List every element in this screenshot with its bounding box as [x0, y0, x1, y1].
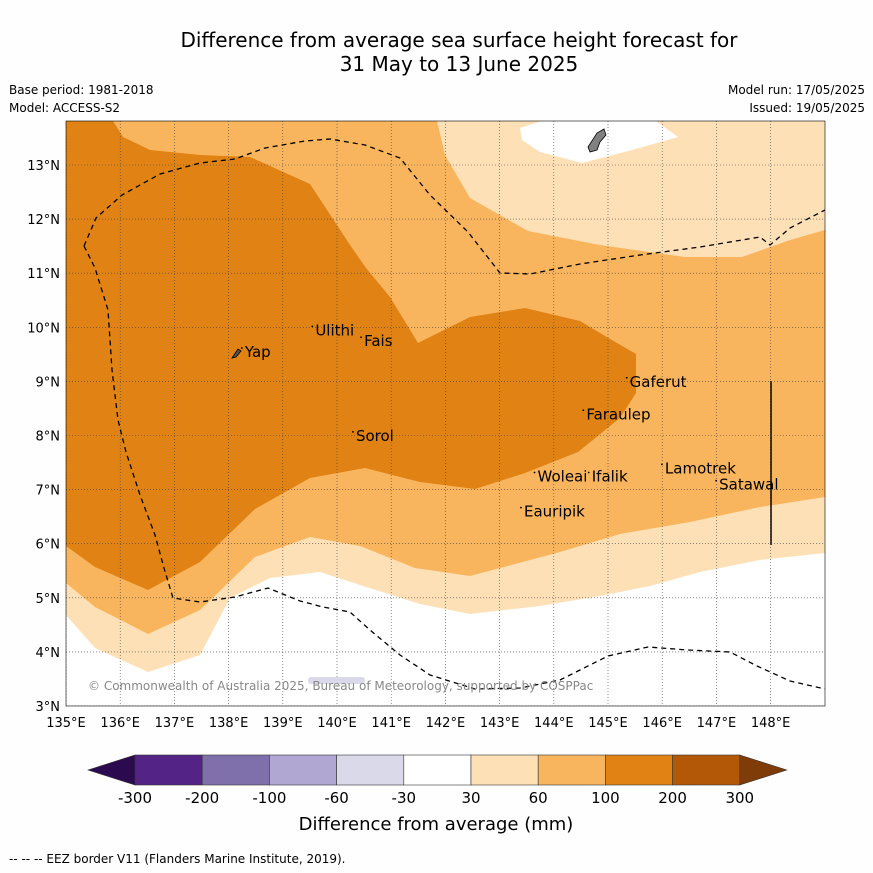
place-marker [715, 479, 718, 482]
place-marker [533, 471, 536, 474]
lon-tick-label: 141°E [371, 716, 411, 731]
title-line-1: Difference from average sea surface heig… [180, 28, 738, 52]
place-label: Woleai [538, 467, 588, 485]
lat-tick-label: 13°N [27, 159, 60, 174]
lon-tick-label: 145°E [588, 716, 628, 731]
place-labels: Yap Ulithi Fais Sorol Gaferut Faraulep Woleai I… [240, 321, 779, 521]
axis-ticks: 135°E 136°E 137°E 138°E 139°E 140°E 141°E 142°E… [27, 159, 790, 731]
lon-tick-label: 136°E [100, 716, 140, 731]
lat-tick-label: 10°N [27, 321, 60, 336]
title-line-2: 31 May to 13 June 2025 [339, 52, 579, 76]
colorbar-swatch [201, 754, 270, 786]
colorbar-tick-label: 30 [461, 789, 480, 807]
lat-tick-label: 5°N [36, 592, 61, 607]
lat-tick-label: 8°N [36, 430, 61, 445]
place-marker [360, 336, 362, 339]
lon-tick-label: 148°E [751, 716, 791, 731]
issued-date: Issued: 19/05/2025 [749, 101, 865, 115]
lat-tick-label: 12°N [27, 213, 60, 228]
lon-tick-label: 144°E [534, 716, 574, 731]
lon-tick-label: 137°E [155, 716, 195, 731]
colorbar-tick-label: -100 [252, 789, 286, 807]
place-marker [240, 347, 243, 349]
place-marker [352, 431, 354, 433]
place-marker [625, 376, 628, 379]
watermark-bar [308, 677, 365, 684]
lat-tick-label: 4°N [36, 646, 61, 661]
colorbar-swatch [537, 754, 606, 786]
meta-right: Model run: 17/05/2025 Issued: 19/05/2025 [728, 81, 865, 117]
lon-tick-label: 142°E [426, 716, 466, 731]
colorbar-swatch [605, 754, 673, 786]
colorbar-tick-label: 200 [658, 789, 687, 807]
model-run: Model run: 17/05/2025 [727, 83, 865, 97]
lat-tick-label: 6°N [36, 538, 61, 553]
colorbar: -300 -200 -100 -60 -30 30 60 100 200 300 [87, 754, 788, 807]
copyright: © Commonwealth of Australia 2025, Bureau… [88, 679, 593, 693]
plot-border [65, 120, 826, 707]
place-label: Yap [244, 343, 271, 361]
map-title: Difference from average sea surface heig… [0, 28, 873, 76]
eez-border [83, 138, 825, 690]
lat-tick-label: 7°N [36, 484, 61, 499]
place-label: Faraulep [586, 405, 650, 423]
place-label: Sorol [356, 427, 394, 445]
model-name: Model: ACCESS-S2 [9, 101, 121, 115]
place-label: Ulithi [315, 321, 354, 339]
eez-footnote: -- -- -- EEZ border V11 (Flanders Marine… [9, 852, 346, 866]
colorbar-label: Difference from average (mm) [299, 814, 574, 835]
island-yap [231, 348, 242, 359]
lon-tick-label: 147°E [697, 716, 737, 731]
band-100-200 [66, 121, 636, 590]
place-marker [661, 463, 663, 466]
place-marker [311, 325, 314, 328]
colorbar-swatch [470, 754, 539, 786]
lon-tick-label: 139°E [263, 716, 303, 731]
lon-tick-label: 135°E [46, 716, 86, 731]
place-marker [582, 409, 585, 412]
colorbar-swatch [403, 754, 472, 786]
lon-tick-label: 146°E [642, 716, 682, 731]
colorbar-swatch [134, 754, 203, 786]
place-label: Lamotrek [665, 459, 736, 477]
map-plot-area [66, 121, 825, 706]
colorbar-tick-label: -30 [392, 789, 417, 807]
lon-tick-label: 143°E [480, 716, 520, 731]
place-label: Fais [364, 332, 393, 350]
place-label: Satawal [719, 476, 778, 494]
colorbar-swatch [269, 754, 337, 786]
colorbar-tick-label: 100 [591, 789, 620, 807]
colorbar-extend-high [739, 754, 788, 786]
colorbar-swatch [672, 754, 741, 786]
lat-tick-label: 3°N [36, 700, 61, 715]
colorbar-swatch [336, 754, 405, 786]
gridlines [66, 121, 825, 706]
colorbar-tick-label: 60 [529, 789, 548, 807]
lon-tick-label: 138°E [209, 716, 249, 731]
colorbar-extend-low [87, 754, 136, 786]
base-period: Base period: 1981-2018 [9, 83, 154, 97]
lat-tick-label: 11°N [27, 267, 60, 282]
island-guam [587, 128, 607, 153]
colorbar-tick-label: -300 [118, 789, 152, 807]
place-marker [520, 506, 522, 509]
place-label: Gaferut [630, 373, 687, 391]
colorbar-tick-label: -60 [324, 789, 349, 807]
meta-left: Base period: 1981-2018 Model: ACCESS-S2 [9, 81, 154, 117]
lat-tick-label: 9°N [36, 375, 61, 390]
colorbar-tick-label: -200 [185, 789, 219, 807]
place-label: Ifalik [592, 467, 628, 485]
colorbar-tick-label: 300 [725, 789, 754, 807]
lon-tick-label: 140°E [317, 716, 357, 731]
place-marker [587, 471, 590, 474]
place-label: Eauripik [524, 503, 585, 521]
